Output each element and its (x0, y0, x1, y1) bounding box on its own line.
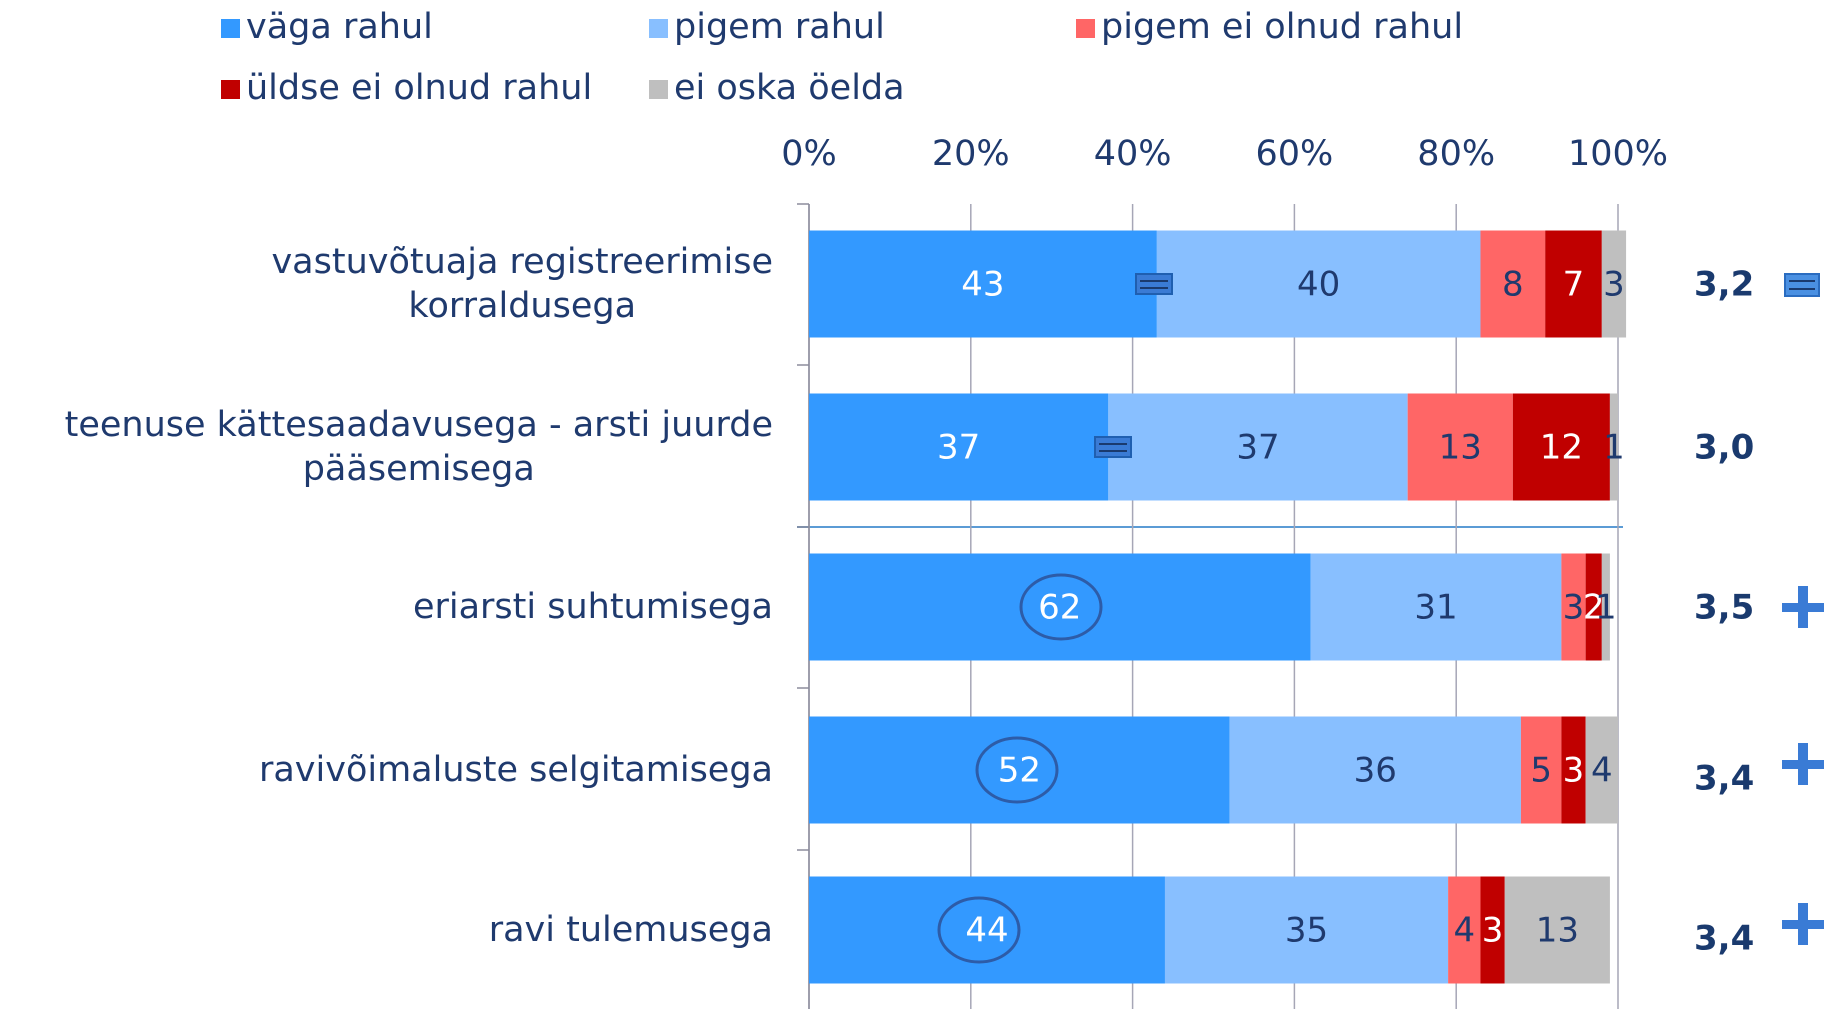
value-label: 12 (1540, 428, 1583, 468)
bar-segment (1448, 876, 1481, 984)
bar-segment (1310, 553, 1562, 661)
score: 3,4 (1694, 759, 1754, 799)
highlight-ring (937, 896, 1021, 964)
plus-icon (1798, 586, 1808, 628)
value-label: 3 (1482, 911, 1504, 951)
bar-segment (1609, 393, 1618, 501)
legend-swatch (221, 19, 240, 38)
category-label: eriarsti suhtumisega (412, 587, 773, 627)
bar-segment (1480, 230, 1546, 338)
category-label-box: ravivõimaluste selgitamisega (259, 715, 773, 825)
score: 3,5 (1694, 588, 1754, 628)
legend-swatch (221, 80, 240, 99)
x-tick-label: 100% (1568, 134, 1668, 174)
bar-segment (1512, 393, 1610, 501)
bar-segment (1561, 716, 1586, 824)
value-label: 52 (998, 751, 1041, 791)
category-label: ravivõimaluste selgitamisega (258, 750, 773, 790)
score: 3,2 (1694, 265, 1754, 305)
value-label: 13 (1439, 428, 1482, 468)
bar-segment (1585, 716, 1618, 824)
legend-swatch (649, 80, 668, 99)
bar-segment (1601, 230, 1627, 338)
value-label: 1 (1603, 428, 1625, 468)
value-label: 35 (1285, 911, 1328, 951)
value-label: 2 (1583, 588, 1605, 628)
value-label: 40 (1297, 265, 1340, 305)
score: 3,0 (1694, 428, 1754, 468)
category-label: ravi tulemusega (488, 910, 773, 950)
value-label: 13 (1536, 911, 1579, 951)
equal-marker (1094, 436, 1132, 458)
bar-segment (1520, 716, 1562, 824)
value-label: 37 (1236, 428, 1279, 468)
x-tick-label: 0% (781, 134, 837, 174)
legend-label: pigem ei olnud rahul (1101, 7, 1463, 47)
value-label: 3 (1563, 588, 1585, 628)
bar-segment (1601, 553, 1610, 661)
bar-segment (1585, 553, 1602, 661)
bar-segment (1108, 393, 1408, 501)
highlight-ring (975, 736, 1059, 804)
value-label: 37 (937, 428, 980, 468)
bar-segment (1407, 393, 1513, 501)
bar-segment (1545, 230, 1602, 338)
x-tick-label: 20% (932, 134, 1010, 174)
value-label: 62 (1038, 588, 1081, 628)
legend-label: väga rahul (246, 7, 433, 47)
equal-icon (1784, 273, 1820, 297)
value-label: 43 (961, 265, 1004, 305)
bar-segment (809, 393, 1109, 501)
bar-segment (1156, 230, 1481, 338)
highlight-ring (1019, 573, 1103, 641)
plus-icon (1798, 743, 1808, 785)
bar-segment (1229, 716, 1521, 824)
x-tick-label: 80% (1417, 134, 1495, 174)
category-label-box: vastuvõtuaja registreerimise korralduseg… (271, 229, 773, 339)
legend-label: pigem rahul (674, 7, 885, 47)
value-label: 7 (1563, 265, 1585, 305)
bar-segment (1164, 876, 1449, 984)
x-tick-label: 60% (1256, 134, 1334, 174)
value-label: 4 (1591, 751, 1613, 791)
legend-swatch (1076, 19, 1095, 38)
bar-segment (809, 230, 1157, 338)
bar-segment (1561, 553, 1586, 661)
bar-segment (1504, 876, 1610, 984)
category-label-box: eriarsti suhtumisega (413, 552, 773, 662)
value-label: 36 (1354, 751, 1397, 791)
category-label-box: teenuse kättesaadavusega - arsti juurde … (65, 392, 773, 502)
equal-marker (1135, 273, 1173, 295)
legend-label: ei oska öelda (674, 68, 905, 108)
legend-label: üldse ei olnud rahul (246, 68, 592, 108)
plus-icon (1798, 903, 1808, 945)
score: 3,4 (1694, 919, 1754, 959)
value-label: 44 (965, 911, 1008, 951)
category-label: vastuvõtuaja registreerimise korralduseg… (271, 242, 773, 326)
bar-segment (809, 876, 1165, 984)
value-label: 1 (1595, 588, 1617, 628)
bar-segment (809, 553, 1311, 661)
value-label: 8 (1502, 265, 1524, 305)
category-label: teenuse kättesaadavusega - arsti juurde … (64, 405, 773, 489)
value-label: 5 (1530, 751, 1552, 791)
value-label: 31 (1414, 588, 1457, 628)
category-label-box: ravi tulemusega (489, 875, 773, 985)
value-label: 3 (1603, 265, 1625, 305)
bar-segment (1480, 876, 1505, 984)
legend-swatch (649, 19, 668, 38)
value-label: 3 (1563, 751, 1585, 791)
bar-segment (809, 716, 1230, 824)
x-tick-label: 40% (1094, 134, 1172, 174)
value-label: 4 (1453, 911, 1475, 951)
